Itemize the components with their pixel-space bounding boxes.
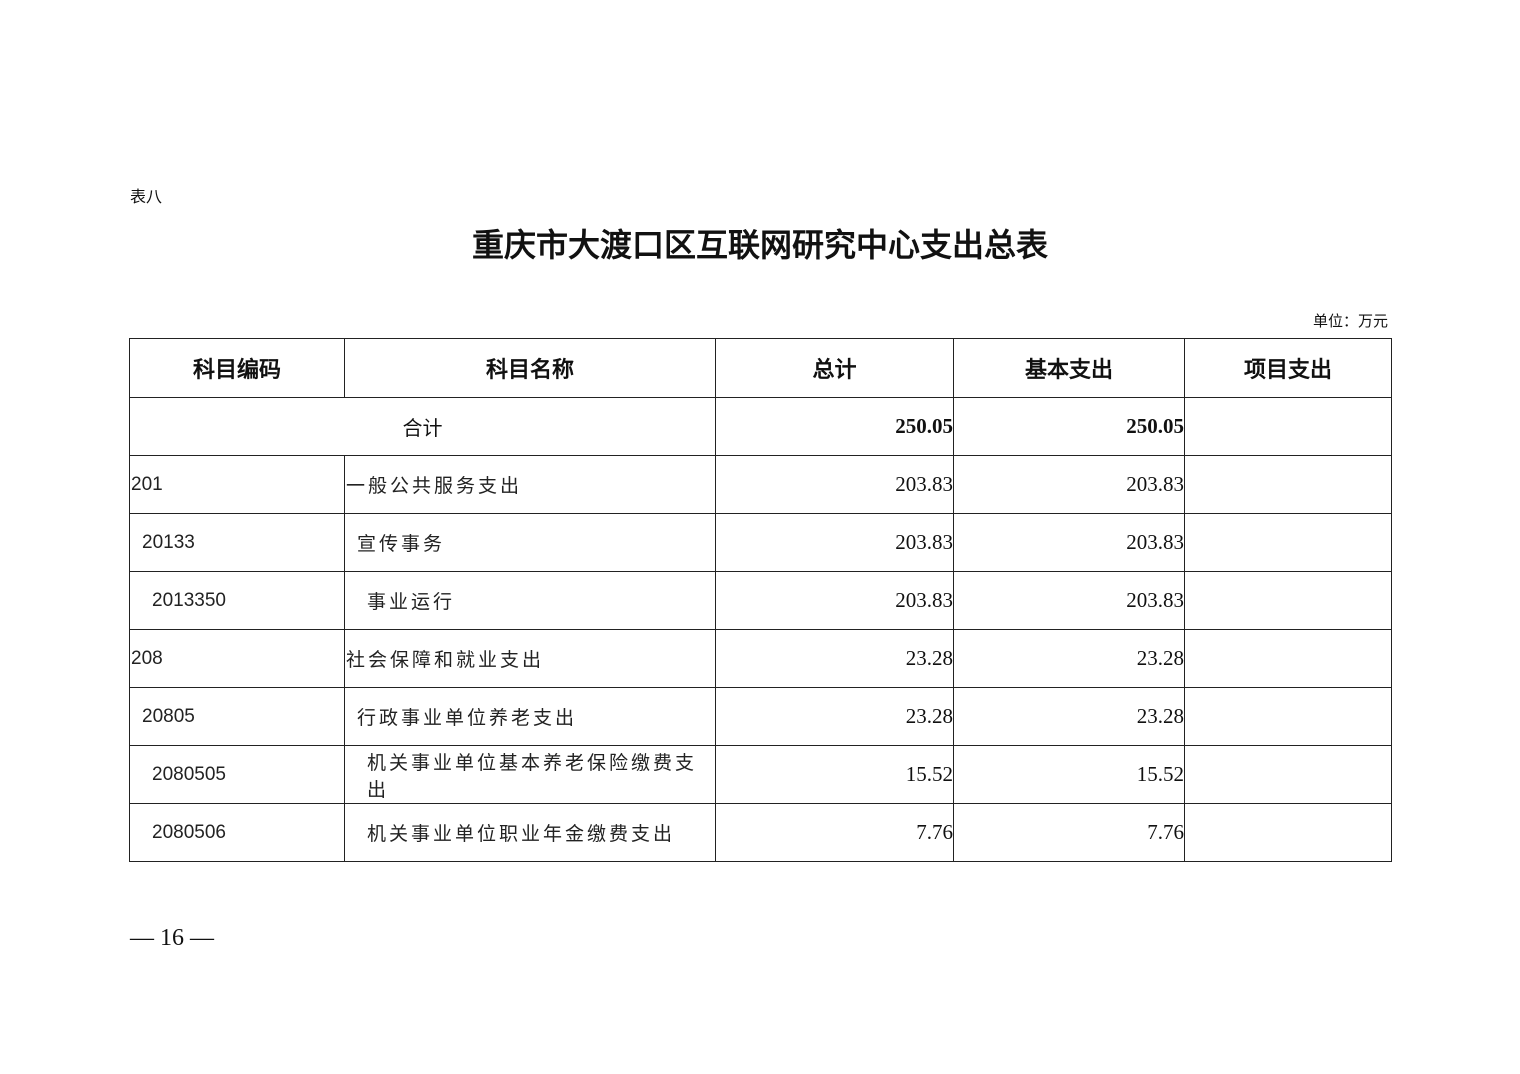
row-total: 7.76 [715,803,954,862]
unit-label: 单位：万元 [1312,312,1388,330]
expenditure-table: 科目编码 科目名称 总计 基本支出 项目支出 合计 250.05 250.05 … [129,338,1392,862]
total-total: 250.05 [715,397,954,456]
row-name: 机关事业单位基本养老保险缴费支出 [344,745,716,804]
row-basic: 203.83 [953,571,1185,630]
row-code: 208 [129,629,345,688]
header-name: 科目名称 [344,338,716,398]
header-project: 项目支出 [1184,338,1392,398]
row-name: 社会保障和就业支出 [344,629,716,688]
row-basic: 23.28 [953,687,1185,746]
table-number-label: 表八 [130,187,163,206]
header-code: 科目编码 [129,338,345,398]
table-row: 20805 行政事业单位养老支出 23.28 23.28 [129,687,1392,746]
table-row: 2080505 机关事业单位基本养老保险缴费支出 15.52 15.52 [129,745,1392,804]
row-project [1184,745,1392,804]
total-basic: 250.05 [953,397,1185,456]
row-code: 2080505 [129,745,345,804]
row-total: 23.28 [715,687,954,746]
row-name: 事业运行 [344,571,716,630]
total-project [1184,397,1392,456]
row-code: 2013350 [129,571,345,630]
row-code: 20133 [129,513,345,572]
row-total: 23.28 [715,629,954,688]
row-name: 机关事业单位职业年金缴费支出 [344,803,716,862]
row-code: 2080506 [129,803,345,862]
row-name: 行政事业单位养老支出 [344,687,716,746]
row-total: 203.83 [715,455,954,514]
header-basic: 基本支出 [953,338,1185,398]
total-row: 合计 250.05 250.05 [129,397,1392,456]
row-basic: 23.28 [953,629,1185,688]
page-title: 重庆市大渡口区互联网研究中心支出总表 [471,226,1048,264]
table-row: 2013350 事业运行 203.83 203.83 [129,571,1392,630]
header-total: 总计 [715,338,954,398]
row-basic: 15.52 [953,745,1185,804]
table-row: 201 一般公共服务支出 203.83 203.83 [129,455,1392,514]
row-basic: 203.83 [953,455,1185,514]
row-project [1184,687,1392,746]
row-total: 203.83 [715,571,954,630]
table-row: 20133 宣传事务 203.83 203.83 [129,513,1392,572]
row-project [1184,629,1392,688]
table-row: 208 社会保障和就业支出 23.28 23.28 [129,629,1392,688]
row-basic: 7.76 [953,803,1185,862]
row-name: 宣传事务 [344,513,716,572]
header-row: 科目编码 科目名称 总计 基本支出 项目支出 [129,338,1392,398]
row-project [1184,513,1392,572]
row-total: 203.83 [715,513,954,572]
row-project [1184,803,1392,862]
row-project [1184,455,1392,514]
row-code: 201 [129,455,345,514]
row-name: 一般公共服务支出 [344,455,716,514]
row-total: 15.52 [715,745,954,804]
row-basic: 203.83 [953,513,1185,572]
total-label: 合计 [129,397,716,456]
row-code: 20805 [129,687,345,746]
table-row: 2080506 机关事业单位职业年金缴费支出 7.76 7.76 [129,803,1392,862]
row-project [1184,571,1392,630]
page-number: — 16 — [130,925,214,951]
